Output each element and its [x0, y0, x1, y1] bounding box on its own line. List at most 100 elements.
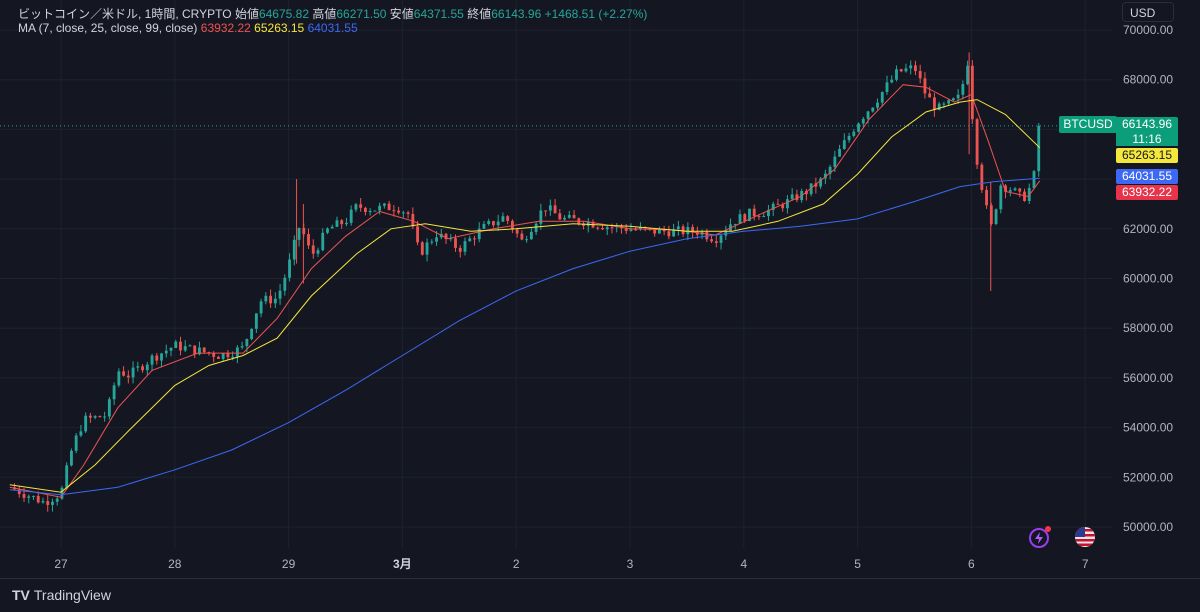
candle-body	[273, 298, 277, 304]
candle-body	[861, 118, 865, 124]
candle-body	[510, 220, 514, 230]
candle-body	[245, 339, 249, 347]
candle-body	[970, 65, 974, 120]
candle-body	[335, 220, 339, 227]
candle-body	[297, 227, 301, 240]
y-tick-label: 68000.00	[1123, 73, 1173, 87]
candle-body	[373, 210, 377, 212]
candle-body	[876, 102, 879, 108]
ma25-value: 65263.15	[254, 21, 305, 35]
y-tick-label: 62000.00	[1123, 222, 1173, 236]
candle-body	[605, 227, 609, 230]
candle-body	[544, 210, 548, 212]
x-tick-label: 4	[740, 557, 747, 571]
candle-body	[681, 226, 685, 235]
candle-body	[586, 221, 590, 226]
candle-body	[501, 216, 505, 222]
ma7-price-tag: 63932.22	[1116, 185, 1178, 200]
candle-body	[188, 345, 192, 347]
candle-body	[193, 345, 197, 355]
ma99-line	[9, 177, 1040, 496]
candle-body	[473, 238, 476, 240]
candle-body	[179, 341, 182, 351]
candle-body	[401, 212, 405, 214]
candle-body	[141, 366, 144, 371]
candle-body	[951, 98, 955, 101]
tradingview-logo[interactable]: TV TradingView	[12, 587, 111, 603]
candle-body	[235, 347, 239, 357]
us-flag-icon[interactable]	[1075, 527, 1095, 547]
candle-body	[93, 416, 97, 418]
candle-body	[639, 227, 642, 230]
x-tick-label: 3	[627, 557, 634, 571]
ma-legend[interactable]: MA (7, close, 25, close, 99, close) 6393…	[18, 21, 358, 35]
candle-body	[416, 226, 419, 243]
candle-body	[46, 501, 50, 505]
candle-body	[107, 399, 111, 417]
candle-body	[757, 216, 761, 218]
bar-countdown: 11:16	[1116, 132, 1178, 146]
lightning-icon[interactable]	[1029, 526, 1051, 548]
candle-body	[278, 290, 282, 299]
candle-body	[411, 213, 415, 227]
candle-body	[112, 385, 116, 400]
candle-body	[942, 103, 946, 105]
candle-body	[937, 103, 941, 111]
candle-body	[648, 228, 652, 230]
candle-body	[596, 227, 600, 229]
x-tick-label: 3月	[393, 557, 412, 571]
candle-body	[264, 295, 268, 302]
candle-body	[202, 347, 206, 353]
ma99-price-tag: 64031.55	[1116, 169, 1178, 184]
candle-body	[492, 221, 495, 226]
candle-body	[781, 204, 785, 209]
candle-body	[126, 375, 130, 378]
candle-body	[624, 228, 628, 231]
candle-body	[32, 495, 35, 497]
candle-body	[989, 205, 993, 224]
candle-body	[994, 209, 998, 224]
high-value: 66271.50	[336, 7, 387, 21]
candle-body	[122, 371, 126, 376]
candle-body	[425, 242, 429, 255]
candle-body	[354, 204, 358, 210]
candle-body	[762, 216, 766, 218]
candle-body	[117, 371, 121, 386]
open-label: 始値	[234, 7, 259, 21]
candle-body	[819, 178, 823, 187]
candle-body	[259, 301, 263, 314]
candle-body	[292, 239, 296, 260]
tradingview-brand: TradingView	[33, 587, 111, 603]
candle-body	[866, 111, 870, 119]
candle-body	[767, 209, 770, 217]
candle-body	[36, 495, 40, 503]
ma99-value: 64031.55	[307, 21, 358, 35]
candle-body	[1013, 188, 1017, 191]
candle-body	[269, 295, 273, 304]
candle-body	[885, 82, 889, 93]
candle-body	[174, 341, 178, 348]
close-label: 終値	[467, 7, 492, 21]
candle-body	[363, 207, 367, 213]
candle-body	[397, 210, 401, 213]
candle-body	[695, 232, 699, 235]
candle-body	[283, 277, 287, 291]
ma25-line	[9, 99, 1041, 493]
candle-body	[610, 227, 614, 229]
candle-body	[136, 366, 140, 368]
ma-label: MA (7, close, 25, close, 99, close)	[18, 21, 198, 35]
candle-body	[150, 355, 154, 365]
candle-body	[145, 364, 149, 371]
candle-body	[752, 208, 756, 217]
candle-body	[468, 238, 472, 242]
candle-body	[349, 209, 353, 223]
candle-body	[529, 231, 533, 240]
candle-body	[221, 353, 225, 359]
candle-body	[131, 367, 135, 378]
footer-bar: TV TradingView	[0, 578, 1200, 612]
currency-button[interactable]: USD	[1122, 2, 1174, 22]
candle-body	[932, 97, 936, 111]
candle-body	[525, 239, 529, 241]
